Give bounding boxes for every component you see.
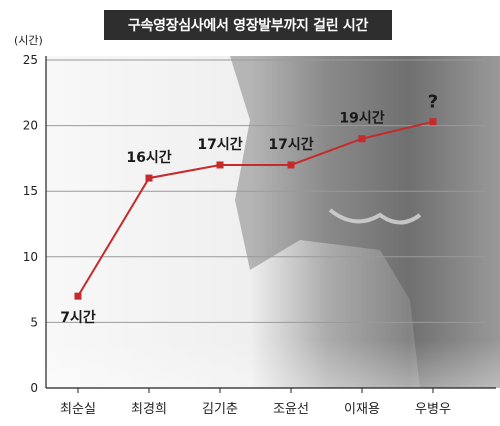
y-tick-label: 20: [23, 119, 38, 133]
x-tick-label: 조윤선: [273, 402, 309, 417]
series-markers: [74, 118, 437, 300]
chart-title: 구속영장심사에서 영장발부까지 걸린 시간: [104, 10, 392, 40]
data-label: 19시간: [339, 110, 384, 127]
y-tick-label: 0: [30, 381, 38, 395]
data-label: 7시간: [60, 309, 96, 326]
data-label: 17시간: [268, 136, 313, 153]
x-tick-label: 최순실: [60, 402, 96, 417]
series-line-path: [77, 120, 434, 297]
data-point-김기춘: [216, 161, 224, 169]
axes: [45, 56, 496, 393]
data-point-최경희: [145, 174, 153, 182]
y-tick-label: 15: [23, 184, 38, 198]
y-tick-label: 25: [23, 53, 38, 67]
data-label: 16시간: [126, 149, 171, 166]
y-tick-label: 10: [23, 250, 38, 264]
y-axis-label: (시간): [14, 34, 43, 47]
tick-labels: 0 5 10 15 20 25 최순실 최경희 김기춘 조윤선 이재용 우병우: [23, 53, 451, 417]
x-tick-label: 이재용: [344, 402, 380, 417]
y-tick-label: 5: [30, 315, 38, 329]
data-label: 17시간: [197, 136, 242, 153]
data-label: ?: [428, 92, 438, 113]
series-line: [77, 120, 434, 297]
x-tick-label: 김기춘: [202, 402, 238, 417]
data-point-이재용: [358, 135, 366, 143]
data-point-조윤선: [287, 161, 295, 169]
data-labels: 7시간 16시간 17시간 17시간 19시간?: [60, 92, 438, 326]
data-point-우병우: [429, 118, 437, 126]
data-point-최순실: [74, 292, 82, 300]
x-tick-label: 최경희: [131, 402, 167, 417]
x-tick-label: 우병우: [415, 402, 451, 417]
